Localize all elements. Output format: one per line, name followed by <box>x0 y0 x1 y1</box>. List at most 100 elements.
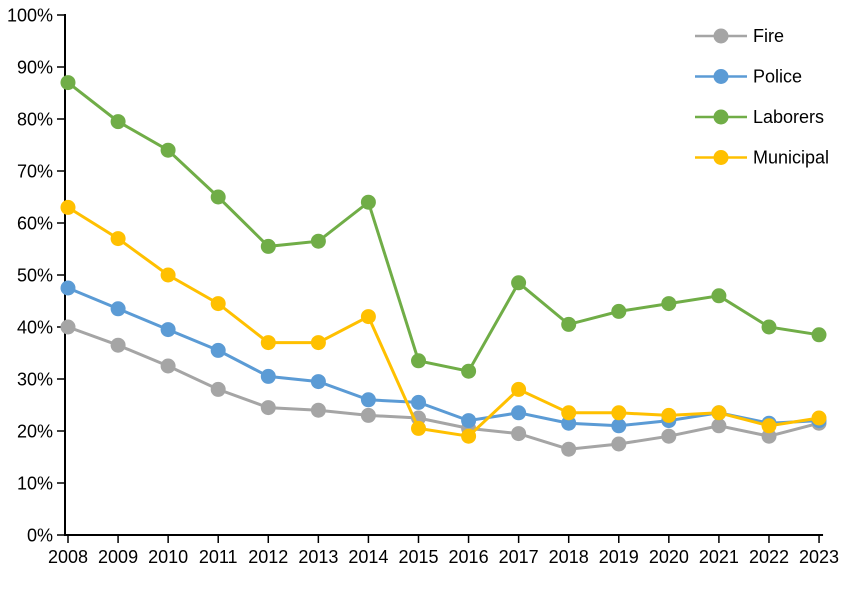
y-tick-label: 10% <box>17 474 53 494</box>
data-point-police-2016 <box>461 413 477 429</box>
x-tick-label: 2012 <box>248 547 288 567</box>
data-point-fire-2009 <box>110 337 126 353</box>
legend-label-municipal: Municipal <box>753 148 829 168</box>
x-tick-label: 2017 <box>499 547 539 567</box>
series-municipal <box>60 199 827 444</box>
legend-item-laborers: Laborers <box>695 107 824 127</box>
x-tick-label: 2013 <box>298 547 338 567</box>
data-point-laborers-2022 <box>761 319 777 335</box>
x-axis: 2008 2009 2010 2011 2012 2013 2014 2015 2016 2017… <box>48 534 839 567</box>
data-point-police-2008 <box>60 280 76 296</box>
y-tick-label: 50% <box>17 266 53 286</box>
y-tick-label: 70% <box>17 162 53 182</box>
data-point-municipal-2018 <box>561 405 577 421</box>
y-tick-label: 20% <box>17 422 53 442</box>
x-tick-label: 2008 <box>48 547 88 567</box>
data-point-police-2012 <box>260 368 276 384</box>
data-point-police-2017 <box>511 405 527 421</box>
data-point-municipal-2013 <box>310 335 326 351</box>
y-tick-label: 60% <box>17 214 53 234</box>
data-point-laborers-2023 <box>811 327 827 343</box>
data-point-laborers-2018 <box>561 316 577 332</box>
data-point-municipal-2020 <box>661 407 677 423</box>
data-point-laborers-2016 <box>461 363 477 379</box>
data-point-laborers-2014 <box>360 194 376 210</box>
data-point-fire-2012 <box>260 400 276 416</box>
legend: Fire Police Laborers Municipal <box>695 26 829 168</box>
data-point-laborers-2021 <box>711 288 727 304</box>
legend-label-police: Police <box>753 67 802 87</box>
legend-item-police: Police <box>695 67 802 87</box>
x-tick-label: 2019 <box>599 547 639 567</box>
legend-marker-police <box>713 69 729 84</box>
data-point-laborers-2015 <box>411 353 426 369</box>
data-point-municipal-2012 <box>260 335 276 351</box>
data-point-municipal-2023 <box>811 410 827 426</box>
data-point-municipal-2017 <box>511 381 527 397</box>
legend-marker-municipal <box>713 150 729 165</box>
data-point-laborers-2017 <box>511 275 527 291</box>
legend-item-municipal: Municipal <box>695 148 829 168</box>
data-point-police-2014 <box>360 392 376 408</box>
data-point-municipal-2014 <box>360 309 376 325</box>
data-point-fire-2011 <box>210 381 226 397</box>
x-tick-label: 2015 <box>398 547 438 567</box>
x-tick-label: 2009 <box>98 547 138 567</box>
y-axis: 0% 10% 20% 30% 40% 50% 60% 70% 80% 90% 100% <box>7 6 66 546</box>
data-point-fire-2008 <box>60 319 76 335</box>
data-point-municipal-2022 <box>761 418 777 434</box>
series-line-police <box>67 286 820 428</box>
data-point-fire-2010 <box>160 358 176 374</box>
data-point-laborers-2011 <box>210 189 226 205</box>
legend-marker-laborers <box>713 109 729 125</box>
data-point-laborers-2019 <box>611 303 627 319</box>
data-point-police-2011 <box>210 342 226 358</box>
series-police <box>60 280 827 434</box>
data-point-police-2010 <box>160 322 176 338</box>
data-point-municipal-2016 <box>461 428 477 444</box>
x-tick-label: 2023 <box>799 547 839 567</box>
data-point-laborers-2008 <box>60 75 76 91</box>
series-line-laborers <box>67 81 820 373</box>
data-point-municipal-2010 <box>160 267 176 283</box>
legend-label-fire: Fire <box>753 26 784 46</box>
y-tick-label: 80% <box>17 110 53 130</box>
y-tick-label: 40% <box>17 318 53 338</box>
data-point-police-2018 <box>561 415 577 431</box>
x-tick-label: 2020 <box>649 547 689 567</box>
x-tick-label: 2011 <box>199 547 238 567</box>
data-point-fire-2021 <box>711 418 727 434</box>
series-fire <box>60 319 827 457</box>
x-tick-label: 2022 <box>749 547 789 567</box>
x-tick-label: 2018 <box>549 547 589 567</box>
y-tick-label: 30% <box>17 370 53 390</box>
data-point-police-2019 <box>611 418 627 434</box>
data-point-police-2009 <box>110 301 126 317</box>
legend-item-fire: Fire <box>695 26 784 46</box>
data-point-municipal-2019 <box>611 405 627 421</box>
series-laborers <box>60 75 827 379</box>
data-point-laborers-2009 <box>110 114 126 130</box>
legend-marker-fire <box>713 28 729 44</box>
data-point-fire-2019 <box>611 436 627 452</box>
legend-label-laborers: Laborers <box>753 107 824 127</box>
data-point-laborers-2020 <box>661 296 677 312</box>
x-tick-label: 2021 <box>699 547 739 567</box>
data-point-fire-2017 <box>511 426 527 442</box>
data-point-police-2013 <box>310 374 326 390</box>
data-point-municipal-2015 <box>411 420 426 436</box>
data-point-municipal-2008 <box>60 199 76 215</box>
data-point-fire-2018 <box>561 441 577 457</box>
data-point-municipal-2021 <box>711 405 727 421</box>
data-point-laborers-2012 <box>260 238 276 254</box>
data-point-fire-2022 <box>761 428 777 444</box>
data-point-fire-2014 <box>360 407 376 423</box>
y-tick-label: 90% <box>17 58 53 78</box>
data-point-municipal-2011 <box>210 296 226 312</box>
x-tick-label: 2016 <box>449 547 489 567</box>
x-tick-label: 2010 <box>148 547 188 567</box>
series-line-fire <box>67 325 820 451</box>
y-tick-label: 0% <box>27 526 53 546</box>
y-tick-label: 100% <box>7 6 53 26</box>
